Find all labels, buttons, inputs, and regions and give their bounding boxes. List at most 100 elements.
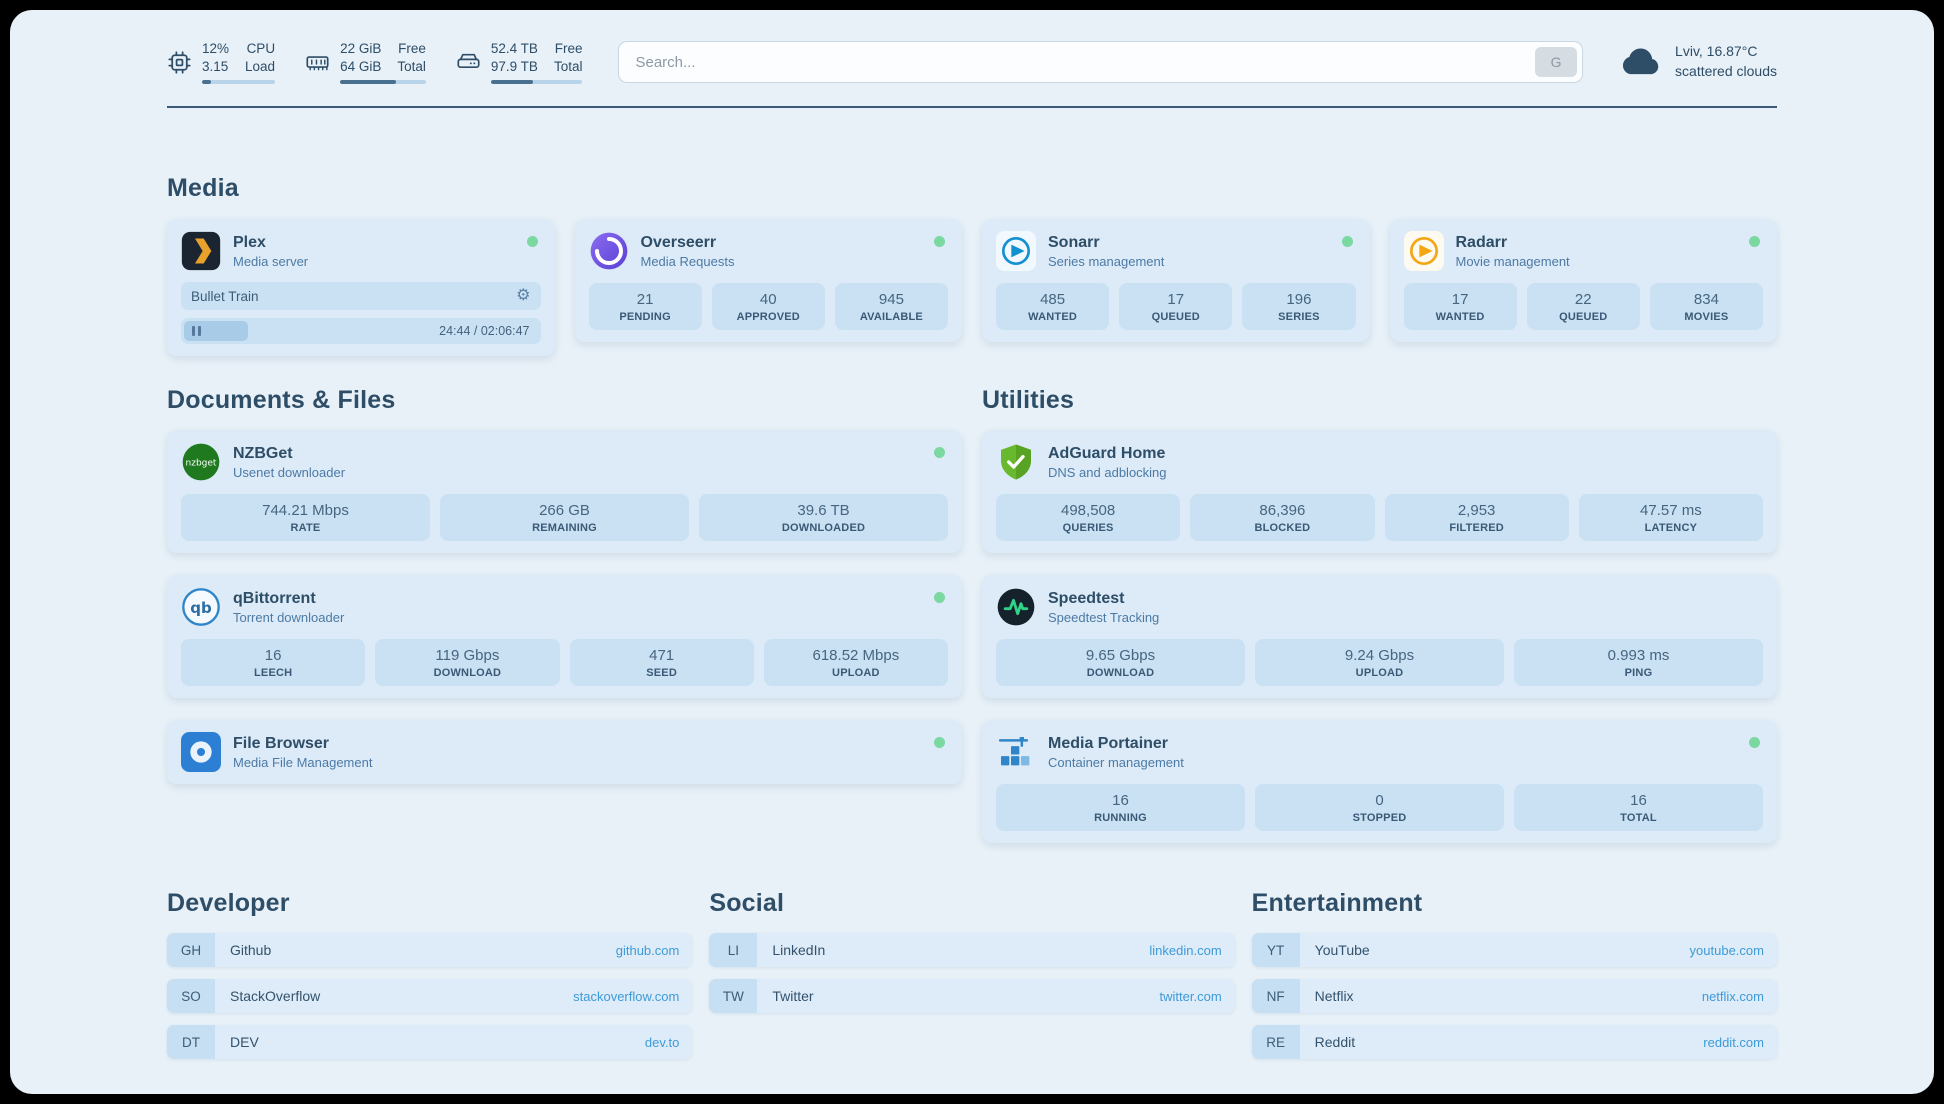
stat-series: 196 SERIES xyxy=(1242,283,1356,331)
service-card-plex[interactable]: Plex Media server Bullet Train ⚙ 24:44 /… xyxy=(167,219,555,357)
disk-free-value: 52.4 TB xyxy=(490,41,538,56)
bookmark-stackoverflow[interactable]: SO StackOverflow stackoverflow.com xyxy=(167,979,693,1014)
stat-total: 16 TOTAL xyxy=(1514,784,1763,832)
service-card-sonarr[interactable]: Sonarr Series management 485 WANTED 17 Q… xyxy=(982,219,1370,343)
disk-total-label: Total xyxy=(553,58,583,74)
service-card-qbittorrent[interactable]: qb qBittorrent Torrent downloader 16 LEE… xyxy=(167,575,962,699)
now-playing-title: Bullet Train xyxy=(191,288,259,304)
bookmark-url: stackoverflow.com xyxy=(573,988,680,1004)
cpu-widget: 12% 3.15 CPU Load xyxy=(167,40,276,85)
search-input[interactable] xyxy=(618,41,1584,84)
service-card-portainer[interactable]: Media Portainer Container management 16 … xyxy=(982,720,1777,844)
cpu-label: CPU xyxy=(246,41,276,56)
bookmark-abbr: NF xyxy=(1251,979,1300,1014)
gear-icon[interactable]: ⚙ xyxy=(516,287,531,305)
memory-progress-bar xyxy=(340,80,426,85)
service-subtitle: DNS and adblocking xyxy=(1048,464,1167,480)
stat-approved: 40 APPROVED xyxy=(711,283,825,331)
nzbget-icon: nzbget xyxy=(181,442,221,482)
disk-icon xyxy=(456,50,481,75)
service-name: File Browser xyxy=(233,734,330,752)
stat-queries: 498,508 QUERIES xyxy=(996,494,1181,542)
stat-pending: 21 PENDING xyxy=(588,283,702,331)
group-media: Media Plex Media server Bullet Train ⚙ xyxy=(167,174,1777,357)
bookmark-url: youtube.com xyxy=(1689,942,1764,958)
cloud-icon xyxy=(1619,45,1663,80)
disk-total-value: 97.9 TB xyxy=(490,58,538,74)
stat-available: 945 AVAILABLE xyxy=(834,283,949,331)
service-card-overseerr[interactable]: Overseerr Media Requests 21 PENDING 40 A… xyxy=(574,219,962,343)
search-provider-button[interactable]: G xyxy=(1535,47,1578,78)
group-utilities: Utilities AdGuard Home DNS and adblockin… xyxy=(982,386,1777,844)
status-dot xyxy=(934,592,945,604)
service-subtitle: Media File Management xyxy=(233,754,373,770)
stat-filtered: 2,953 FILTERED xyxy=(1384,494,1569,542)
bookmark-netflix[interactable]: NF Netflix netflix.com xyxy=(1251,979,1777,1014)
bookmark-group-social: Social LI LinkedIn linkedin.com TW Twitt… xyxy=(709,889,1235,1025)
plex-icon xyxy=(181,231,221,271)
service-name: Radarr xyxy=(1455,233,1508,251)
group-title-utilities: Utilities xyxy=(982,386,1075,415)
memory-total-label: Total xyxy=(397,58,426,74)
memory-free-value: 22 GiB xyxy=(340,41,382,56)
group-title-developer: Developer xyxy=(167,889,290,918)
stat-stopped: 0 STOPPED xyxy=(1255,784,1504,832)
overseerr-icon xyxy=(589,231,629,271)
bookmark-youtube[interactable]: YT YouTube youtube.com xyxy=(1251,933,1777,968)
stat-download: 9.65 Gbps DOWNLOAD xyxy=(996,639,1245,687)
svg-text:qb: qb xyxy=(190,599,212,617)
radarr-icon xyxy=(1403,231,1444,272)
service-subtitle: Usenet downloader xyxy=(233,464,346,480)
stat-wanted: 485 WANTED xyxy=(996,283,1110,331)
now-playing-row: Bullet Train ⚙ xyxy=(181,282,541,311)
service-card-adguard[interactable]: AdGuard Home DNS and adblocking 498,508 … xyxy=(982,430,1777,554)
bookmark-reddit[interactable]: RE Reddit reddit.com xyxy=(1251,1025,1777,1060)
bookmark-abbr: TW xyxy=(709,979,758,1014)
bookmark-url: twitter.com xyxy=(1159,988,1222,1004)
bookmark-abbr: DT xyxy=(167,1025,215,1060)
bookmark-name: LinkedIn xyxy=(772,942,826,959)
qbittorrent-icon: qb xyxy=(181,587,221,627)
bookmark-group-developer: Developer GH Github github.com SO StackO… xyxy=(167,889,693,1071)
bookmark-abbr: LI xyxy=(709,933,758,968)
status-dot xyxy=(934,447,945,459)
bookmark-abbr: YT xyxy=(1251,933,1300,968)
service-card-radarr[interactable]: Radarr Movie management 17 WANTED 22 QUE… xyxy=(1389,219,1777,343)
bookmark-name: YouTube xyxy=(1314,942,1370,959)
stat-downloaded: 39.6 TB DOWNLOADED xyxy=(699,494,948,542)
group-title-entertainment: Entertainment xyxy=(1251,889,1423,918)
service-name: NZBGet xyxy=(233,444,293,462)
bookmark-url: reddit.com xyxy=(1703,1034,1764,1050)
stat-ping: 0.993 ms PING xyxy=(1514,639,1763,687)
bookmark-name: StackOverflow xyxy=(230,988,321,1005)
bookmark-name: Twitter xyxy=(772,988,814,1005)
portainer-icon xyxy=(996,732,1036,772)
service-name: Plex xyxy=(233,233,266,251)
bookmark-github[interactable]: GH Github github.com xyxy=(167,933,693,968)
bookmark-abbr: RE xyxy=(1251,1025,1300,1060)
weather-widget[interactable]: Lviv, 16.87°C scattered clouds xyxy=(1619,42,1777,81)
bookmark-dev[interactable]: DT DEV dev.to xyxy=(167,1025,693,1060)
bookmark-linkedin[interactable]: LI LinkedIn linkedin.com xyxy=(709,933,1235,968)
service-card-nzbget[interactable]: nzbget NZBGet Usenet downloader 744.21 M… xyxy=(167,430,962,554)
dashboard-panel: 12% 3.15 CPU Load xyxy=(10,10,1934,1094)
service-subtitle: Container management xyxy=(1048,754,1184,770)
memory-total-value: 64 GiB xyxy=(340,58,382,74)
service-name: Speedtest xyxy=(1048,589,1125,607)
service-name: AdGuard Home xyxy=(1048,444,1166,462)
stat-wanted: 17 WANTED xyxy=(1403,283,1517,331)
bookmark-twitter[interactable]: TW Twitter twitter.com xyxy=(709,979,1235,1014)
bookmark-url: dev.to xyxy=(644,1034,680,1050)
stat-latency: 47.57 ms LATENCY xyxy=(1578,494,1763,542)
bookmark-url: github.com xyxy=(615,942,680,958)
stat-seed: 471 SEED xyxy=(569,639,754,687)
stat-download: 119 Gbps DOWNLOAD xyxy=(375,639,560,687)
weather-condition: scattered clouds xyxy=(1675,63,1777,80)
search-bar: G xyxy=(618,41,1584,84)
service-subtitle: Torrent downloader xyxy=(233,609,345,625)
service-card-filebrowser[interactable]: File Browser Media File Management xyxy=(167,720,962,785)
service-card-speedtest[interactable]: Speedtest Speedtest Tracking 9.65 Gbps D… xyxy=(982,575,1777,699)
memory-progress-fill xyxy=(340,80,396,85)
bookmark-url: linkedin.com xyxy=(1149,942,1222,958)
service-name: qBittorrent xyxy=(233,589,316,607)
